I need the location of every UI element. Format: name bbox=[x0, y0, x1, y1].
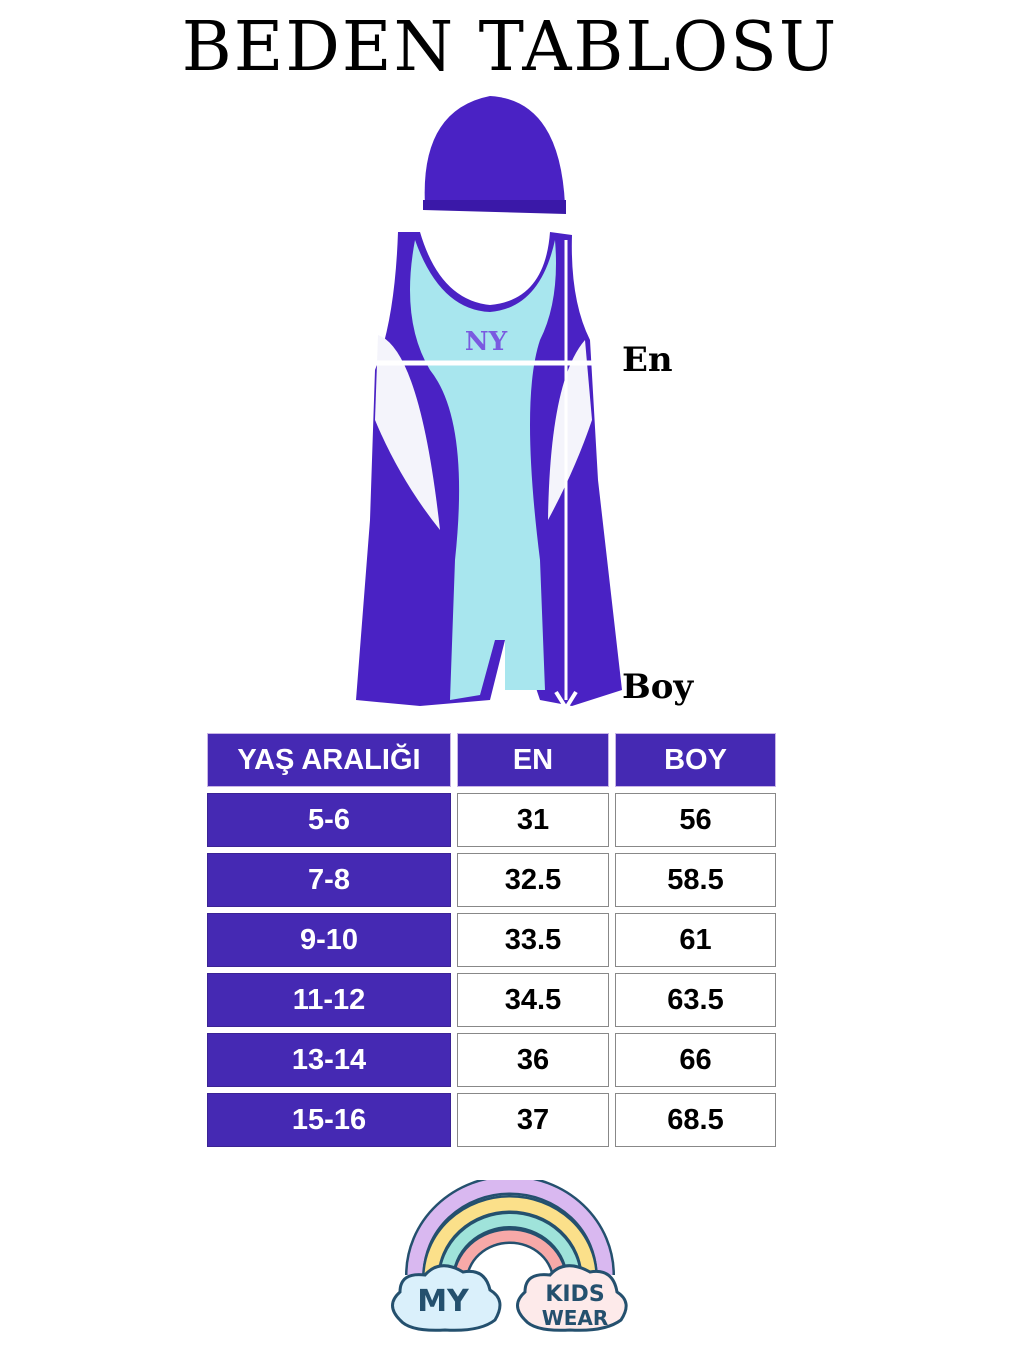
swimsuit-illustration: NY bbox=[356, 96, 622, 712]
table-row: 15-16 37 68.5 bbox=[207, 1093, 776, 1147]
table-row: 9-10 33.5 61 bbox=[207, 913, 776, 967]
page-title: BEDEN TABLOSU bbox=[181, 8, 839, 87]
size-table: YAŞ ARALIĞI EN BOY 5-6 31 56 7-8 32.5 58.5 9-1… bbox=[201, 727, 782, 1153]
boy-cell: 66 bbox=[615, 1033, 776, 1087]
age-cell: 11-12 bbox=[207, 973, 451, 1027]
age-cell: 13-14 bbox=[207, 1033, 451, 1087]
header-age: YAŞ ARALIĞI bbox=[207, 733, 451, 787]
en-cell: 31 bbox=[457, 793, 609, 847]
header-boy: BOY bbox=[615, 733, 776, 787]
age-cell: 15-16 bbox=[207, 1093, 451, 1147]
cloud-left bbox=[391, 1264, 502, 1332]
table-header-row: YAŞ ARALIĞI EN BOY bbox=[207, 733, 776, 787]
age-cell: 9-10 bbox=[207, 913, 451, 967]
width-label: En bbox=[622, 340, 673, 380]
svg-text:NY: NY bbox=[465, 327, 508, 357]
table-row: 13-14 36 66 bbox=[207, 1033, 776, 1087]
en-cell: 33.5 bbox=[457, 913, 609, 967]
boy-cell: 68.5 bbox=[615, 1093, 776, 1147]
swim-cap bbox=[424, 96, 565, 205]
age-cell: 7-8 bbox=[207, 853, 451, 907]
boy-cell: 63.5 bbox=[615, 973, 776, 1027]
header-en: EN bbox=[457, 733, 609, 787]
boy-cell: 58.5 bbox=[615, 853, 776, 907]
table-row: 7-8 32.5 58.5 bbox=[207, 853, 776, 907]
boy-cell: 61 bbox=[615, 913, 776, 967]
en-cell: 36 bbox=[457, 1033, 609, 1087]
logo-kids: KIDS bbox=[545, 1282, 604, 1307]
en-cell: 34.5 bbox=[457, 973, 609, 1027]
table-row: 5-6 31 56 bbox=[207, 793, 776, 847]
table-row: 11-12 34.5 63.5 bbox=[207, 973, 776, 1027]
logo-wear: WEAR bbox=[542, 1306, 609, 1330]
arrow-down-icon bbox=[554, 690, 578, 712]
en-cell: 37 bbox=[457, 1093, 609, 1147]
logo-my: MY bbox=[417, 1284, 470, 1319]
age-cell: 5-6 bbox=[207, 793, 451, 847]
my-kids-wear-logo: MY KIDS WEAR bbox=[391, 1180, 628, 1332]
en-cell: 32.5 bbox=[457, 853, 609, 907]
length-label: Boy bbox=[622, 667, 694, 707]
cloud-right bbox=[516, 1264, 628, 1332]
boy-cell: 56 bbox=[615, 793, 776, 847]
